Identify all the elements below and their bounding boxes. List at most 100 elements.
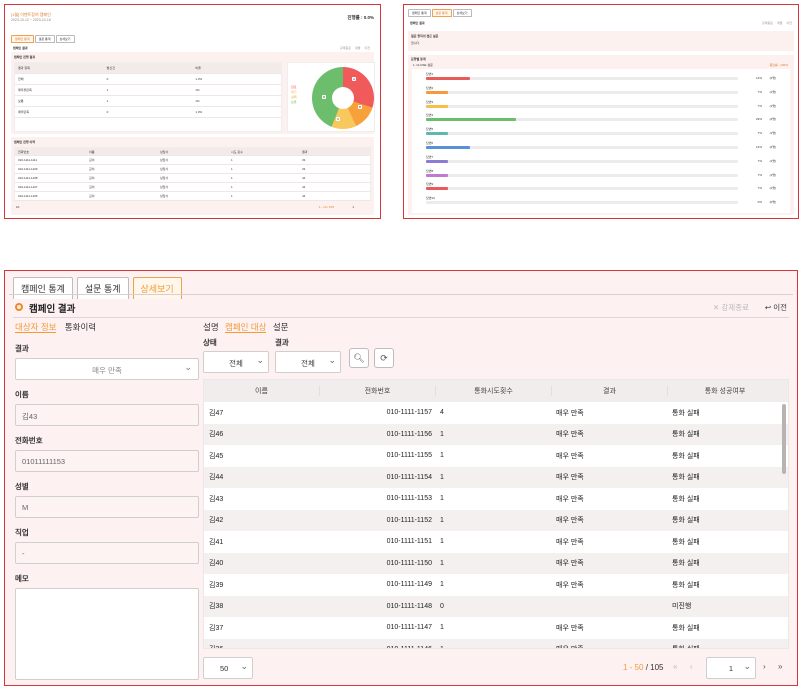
back-label: 이전 (773, 303, 787, 312)
table-row[interactable]: 김41 010-1111-1151 1 매우 만족 통화 실패 (204, 531, 788, 553)
tab-survey-stats[interactable]: 설문 통계 (34, 35, 55, 43)
col-success[interactable]: 통화 성공여부 (704, 388, 746, 395)
table-row[interactable]: 김43 010-1111-1153 1 매우 만족 통화 실패 (204, 488, 788, 510)
cell-attempts: 1 (440, 473, 444, 481)
pagination-info: 1 - 10 / 105 (318, 205, 334, 209)
action-group: 강제종료 재발 이전 (762, 21, 792, 25)
campaign-header: [1월] 이벤트참여 캠페인 2023-10-12 ~ 2023-10-16 진… (9, 10, 376, 26)
answer-track (426, 159, 738, 163)
answer-fill (426, 173, 448, 177)
table-row[interactable]: 010-1111-1107 김이 상담사 1 44 (15, 183, 370, 192)
memo-textarea[interactable] (15, 588, 199, 680)
result-donut-chart: A B C D (312, 67, 374, 129)
result-select[interactable]: 매우 만족 (15, 358, 199, 380)
cell-success: 통화 실패 (672, 452, 700, 460)
resend-button[interactable]: 재발 (354, 46, 361, 50)
next-page-icon[interactable]: › (763, 662, 766, 671)
job-field[interactable]: - (15, 542, 199, 564)
page-size-select[interactable]: 10 (16, 205, 20, 209)
tab-detail[interactable]: 상세보기 (55, 35, 75, 43)
table-row[interactable]: 김44 010-1111-1154 1 매우 만족 통화 실패 (204, 466, 788, 488)
resend-button[interactable]: 재발 (776, 21, 783, 25)
subtab-target-info[interactable]: 대상자 정보 (15, 322, 57, 333)
answer-count: (4명) (769, 117, 776, 122)
answer-count: (2명) (769, 145, 776, 149)
gender-field[interactable]: M (15, 496, 199, 518)
status-select[interactable]: 전체 (203, 351, 269, 373)
col-result[interactable]: 결과 (552, 386, 668, 396)
table-row[interactable]: 김42 010-1111-1152 1 매우 만족 통화 실패 (204, 509, 788, 531)
target-list-area: 설명 캠페인 대상 설문 상태 전체 결과 전체 🔍︎ ⟳ 이름 전화번호 통화… (203, 321, 789, 685)
table-row[interactable]: 010-1111-1108 김이 상담사 1 44 (15, 174, 370, 183)
answer-label: 답변6 (426, 141, 434, 145)
answer-percent: 7% (757, 131, 762, 136)
answer-bar-row: 답변2 7% (1명) (426, 86, 778, 98)
donut-label: D (322, 95, 327, 99)
subtab-description[interactable]: 설명 (203, 322, 219, 332)
search-button[interactable]: 🔍︎ (349, 348, 369, 368)
table-row[interactable]: 김39 010-1111-1149 1 매우 만족 통화 실패 (204, 574, 788, 596)
stats-title: 문항별 통계 (411, 57, 426, 61)
last-page-icon[interactable]: » (778, 662, 783, 671)
page-select[interactable]: 1 (706, 657, 756, 679)
table-row[interactable]: 010-1111-1111 김이 상담사 1 33 (15, 156, 370, 165)
force-end-button[interactable]: 강제종료 (761, 21, 773, 25)
answer-bar-row: 답변6 14% (2명) (426, 141, 778, 153)
tab-detail[interactable]: 상세보기 (452, 9, 472, 17)
cell-phone: 010-1111-1150 (386, 559, 432, 567)
tab-campaign-stats[interactable]: 캠페인 통계 (13, 277, 73, 299)
donut-label: C (336, 117, 341, 121)
col-attempts[interactable]: 통화시도횟수 (436, 386, 552, 396)
table-row[interactable]: 010-1111-1106 김이 상담사 1 44 (15, 192, 370, 201)
stats-box: 문항별 통계 1. CLOSE 설문 응답률 : 100% 답변1 14% (2명)… (408, 55, 794, 215)
cell: 010-1111-1109 (18, 167, 38, 171)
back-button[interactable]: 이전 (364, 46, 370, 50)
cell: 44 (302, 185, 306, 189)
page-select[interactable]: 1 (352, 205, 354, 209)
back-button[interactable]: ↩ 이전 (765, 302, 787, 313)
table-row[interactable]: 김45 010-1111-1155 1 매우 만족 통화 실패 (204, 445, 788, 467)
status-filter: 상태 전체 (203, 337, 269, 373)
back-button[interactable]: 이전 (786, 21, 792, 25)
table-row[interactable]: 김38 010-1111-1148 0 미진행 (204, 595, 788, 617)
cell: 44 (302, 194, 306, 198)
page-total: 105 (650, 663, 664, 672)
table-row[interactable]: 김46 010-1111-1156 1 매우 만족 통화 실패 (204, 423, 788, 445)
col-phone[interactable]: 전화번호 (320, 386, 436, 396)
table-row[interactable]: 김40 010-1111-1150 1 매우 만족 통화 실패 (204, 552, 788, 574)
col-name[interactable]: 이름 (204, 386, 320, 396)
first-page-icon[interactable]: « (673, 662, 678, 671)
table-row[interactable]: 김37 010-1111-1147 1 매우 만족 통화 실패 (204, 617, 788, 639)
force-end-button[interactable]: 강제종료 (339, 46, 351, 50)
tab-campaign-stats[interactable]: 캠페인 통계 (408, 9, 431, 17)
cell-result: 매우 만족 (556, 581, 584, 589)
cell-attempts: 1 (440, 624, 444, 632)
table-row[interactable]: 김47 010-1111-1157 4 매우 만족 통화 실패 (204, 402, 788, 424)
result-filter-select[interactable]: 전체 (275, 351, 341, 373)
table-scrollbar[interactable] (782, 404, 786, 474)
answer-label: 답변10 (426, 196, 435, 201)
tab-survey-stats[interactable]: 설문 통계 (76, 277, 129, 299)
cell: 보통 (18, 99, 24, 103)
table-row[interactable]: 010-1111-1109 김이 상담사 1 33 (15, 165, 370, 174)
campaign-date-range: 2023-10-12 ~ 2023-10-16 (11, 18, 51, 22)
force-end-button[interactable]: ✕ 강제종료 (713, 302, 749, 313)
cell-result: 매우 만족 (556, 452, 584, 460)
refresh-button[interactable]: ⟳ (374, 348, 394, 368)
campaign-detail-panel: 캠페인 통계 설문 통계 상세보기 캠페인 결과 ✕ 강제종료 ↩ 이전 대상자… (4, 270, 798, 686)
name-field[interactable]: 김43 (15, 404, 199, 426)
subtab-survey[interactable]: 설문 (272, 322, 289, 332)
page-size-select[interactable]: 50 (203, 657, 253, 679)
subtab-campaign-target[interactable]: 캠페인 대상 (225, 322, 267, 333)
tab-campaign-stats[interactable]: 캠페인 통계 (11, 35, 34, 43)
tab-detail[interactable]: 상세보기 (132, 277, 182, 299)
cell: 전체 (18, 77, 24, 81)
phone-field[interactable]: 01011111153 (15, 450, 199, 472)
answer-fill (426, 118, 517, 122)
cell-phone: 010-1111-1147 (386, 624, 432, 632)
cell-name: 김36 (204, 644, 320, 648)
prev-page-icon[interactable]: ‹ (690, 662, 693, 671)
tab-survey-stats[interactable]: 설문 통계 (431, 9, 452, 17)
subtab-call-history[interactable]: 통화이력 (64, 322, 97, 332)
